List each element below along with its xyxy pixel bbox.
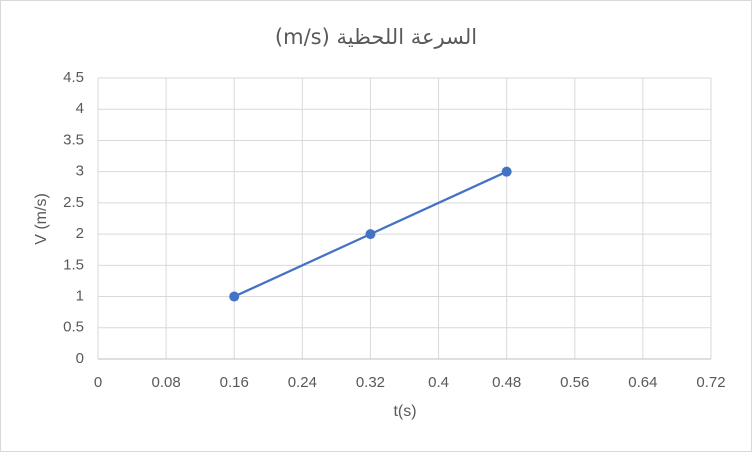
x-tick-label: 0.4	[428, 374, 449, 391]
y-axis-label: V (m/s)	[33, 193, 50, 245]
chart-title: السرعة اللحظية (m/s)	[275, 25, 477, 49]
data-point	[229, 291, 240, 302]
y-tick-label: 4	[76, 100, 84, 117]
data-point	[365, 229, 376, 240]
data-point	[501, 166, 512, 177]
x-tick-label: 0.64	[628, 374, 657, 391]
y-tick-label: 1.5	[63, 256, 84, 273]
y-tick-label: 3	[76, 163, 84, 180]
x-axis-label: t(s)	[393, 403, 416, 420]
x-tick-label: 0.16	[220, 374, 249, 391]
y-tick-label: 2	[76, 225, 84, 242]
x-tick-label: 0	[94, 374, 102, 391]
x-tick-label: 0.08	[152, 374, 181, 391]
x-tick-label: 0.48	[492, 374, 521, 391]
y-tick-label: 0	[76, 350, 84, 367]
y-tick-label: 3.5	[63, 131, 84, 148]
x-tick-label: 0.56	[560, 374, 589, 391]
y-tick-label: 0.5	[63, 319, 84, 336]
y-tick-label: 1	[76, 288, 84, 305]
y-tick-label: 2.5	[63, 194, 84, 211]
x-tick-label: 0.72	[696, 374, 725, 391]
x-tick-label: 0.24	[288, 374, 317, 391]
y-tick-label: 4.5	[63, 69, 84, 86]
x-tick-label: 0.32	[356, 374, 385, 391]
